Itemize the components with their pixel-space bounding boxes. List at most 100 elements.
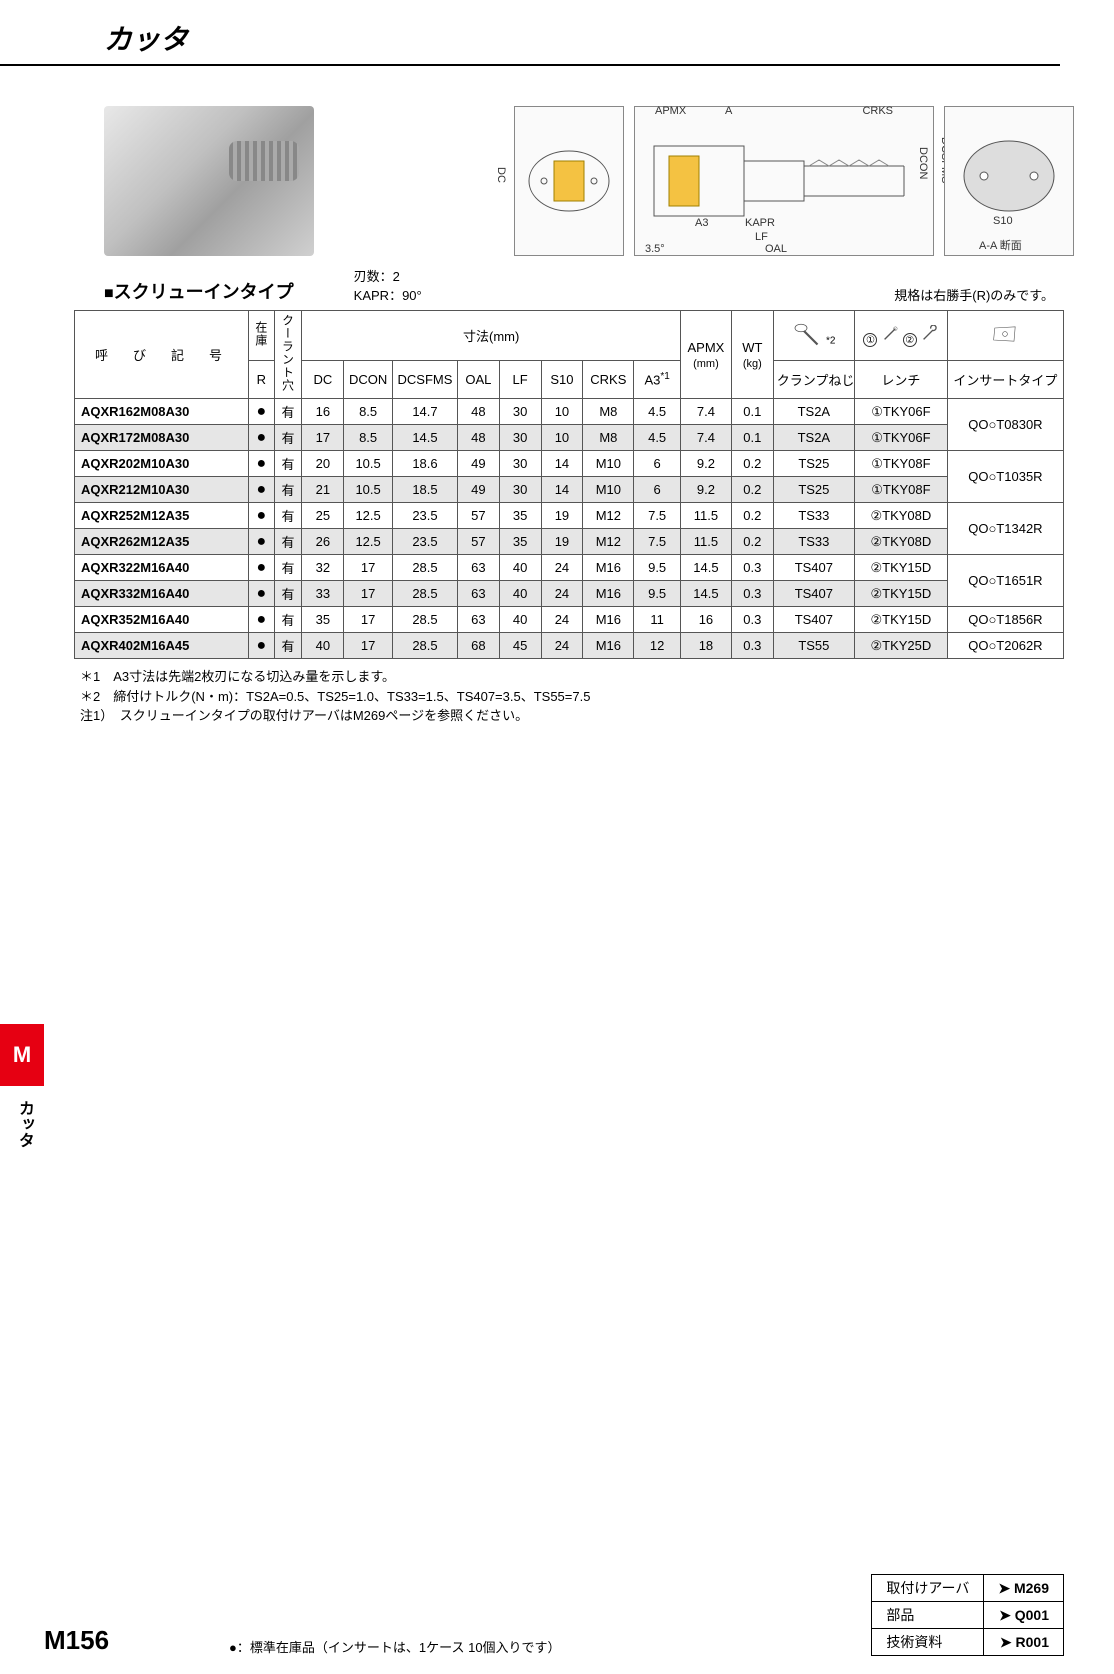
hdr-oal: OAL — [457, 361, 499, 399]
cell-oal: 63 — [457, 607, 499, 633]
cell-s10: 19 — [541, 503, 583, 529]
cell-dcon: 10.5 — [344, 451, 393, 477]
cell-crks: M12 — [583, 529, 634, 555]
cell-dcon: 17 — [344, 633, 393, 659]
hdr-dims: 寸法(mm) — [302, 311, 680, 361]
cell-lf: 45 — [499, 633, 541, 659]
ref-key: 技術資料 — [872, 1629, 984, 1656]
ref-key: 部品 — [872, 1602, 984, 1629]
cell-oal: 48 — [457, 425, 499, 451]
cell-apmx: 14.5 — [680, 581, 731, 607]
cell-wt: 0.2 — [731, 529, 773, 555]
cell-dcon: 12.5 — [344, 529, 393, 555]
cell-cool: 有 — [274, 607, 302, 633]
cell-clamp: TS55 — [773, 633, 854, 659]
label-oal: OAL — [765, 243, 787, 255]
cell-cool: 有 — [274, 451, 302, 477]
cell-r: ● — [249, 581, 275, 607]
table-row: AQXR262M12A35●有2612.523.5573519M127.511.… — [75, 529, 1064, 555]
cell-lf: 40 — [499, 581, 541, 607]
ref-val: ➤ Q001 — [984, 1602, 1064, 1629]
cell-cool: 有 — [274, 555, 302, 581]
diagram-section-view: S10 A-A 断面 — [944, 106, 1074, 256]
cell-dc: 26 — [302, 529, 344, 555]
table-row: AQXR402M16A45●有401728.5684524M1612180.3T… — [75, 633, 1064, 659]
cell-r: ● — [249, 633, 275, 659]
cell-r: ● — [249, 503, 275, 529]
cell-apmx: 18 — [680, 633, 731, 659]
table-header: 呼 び 記 号 在庫 クーラント穴 寸法(mm) APMX(mm) WT(kg)… — [75, 311, 1064, 399]
cell-crks: M8 — [583, 399, 634, 425]
hdr-dcsfms: DCSFMS — [392, 361, 457, 399]
cell-r: ● — [249, 425, 275, 451]
cell-s10: 14 — [541, 451, 583, 477]
cell-dcon: 17 — [344, 581, 393, 607]
footnote-3: 注1） スクリューインタイプの取付けアーバはM269ページを参照ください。 — [80, 706, 1064, 726]
cell-insert-type: QO○T1856R — [947, 607, 1063, 633]
cell-apmx: 14.5 — [680, 555, 731, 581]
cell-dc: 20 — [302, 451, 344, 477]
cell-wrench: ②TKY15D — [854, 607, 947, 633]
hdr-wrench-icon: ① ② — [854, 311, 947, 361]
cell-apmx: 7.4 — [680, 399, 731, 425]
cell-crks: M16 — [583, 607, 634, 633]
cell-apmx: 9.2 — [680, 477, 731, 503]
cell-crks: M12 — [583, 503, 634, 529]
cell-dc: 33 — [302, 581, 344, 607]
cell-s10: 24 — [541, 633, 583, 659]
spec-block: 刃数：2 KAPR：90° — [354, 266, 422, 304]
cell-r: ● — [249, 529, 275, 555]
cell-wt: 0.3 — [731, 581, 773, 607]
hdr-wrench: レンチ — [854, 361, 947, 399]
cell-a3: 9.5 — [634, 581, 681, 607]
cell-lf: 35 — [499, 529, 541, 555]
section-subtitle-text: スクリューインタイプ — [114, 282, 294, 302]
cell-name: AQXR162M08A30 — [75, 399, 249, 425]
hdr-lf: LF — [499, 361, 541, 399]
cell-name: AQXR202M10A30 — [75, 451, 249, 477]
cell-cool: 有 — [274, 633, 302, 659]
cell-s10: 24 — [541, 607, 583, 633]
label-kapr: KAPR — [745, 217, 775, 229]
cell-wrench: ②TKY15D — [854, 555, 947, 581]
cell-dcon: 8.5 — [344, 425, 393, 451]
hdr-r: R — [249, 361, 275, 399]
cell-wrench: ②TKY25D — [854, 633, 947, 659]
cell-dcon: 10.5 — [344, 477, 393, 503]
ref-row: 取付けアーバ➤ M269 — [872, 1575, 1064, 1602]
cell-dc: 21 — [302, 477, 344, 503]
cell-clamp: TS2A — [773, 425, 854, 451]
label-a3: A3 — [695, 217, 708, 229]
cell-r: ● — [249, 555, 275, 581]
label-s10: S10 — [993, 215, 1013, 227]
cell-cool: 有 — [274, 529, 302, 555]
hdr-insert: インサートタイプ — [947, 361, 1063, 399]
cell-a3: 4.5 — [634, 425, 681, 451]
product-photo — [104, 106, 314, 256]
cell-lf: 35 — [499, 503, 541, 529]
label-crks: CRKS — [862, 105, 893, 117]
label-dc: DC — [495, 167, 507, 183]
hdr-a3: A3*1 — [634, 361, 681, 399]
cell-s10: 10 — [541, 399, 583, 425]
reference-table: 取付けアーバ➤ M269 部品➤ Q001 技術資料➤ R001 — [871, 1574, 1064, 1656]
cell-s10: 14 — [541, 477, 583, 503]
ref-val: ➤ R001 — [984, 1629, 1064, 1656]
label-a: A — [725, 105, 732, 117]
cell-lf: 30 — [499, 451, 541, 477]
cell-dcsfms: 28.5 — [392, 581, 457, 607]
cell-dc: 40 — [302, 633, 344, 659]
cell-name: AQXR172M08A30 — [75, 425, 249, 451]
cell-r: ● — [249, 399, 275, 425]
cell-lf: 40 — [499, 607, 541, 633]
cell-apmx: 9.2 — [680, 451, 731, 477]
cell-dcsfms: 28.5 — [392, 607, 457, 633]
cell-a3: 11 — [634, 607, 681, 633]
cell-apmx: 16 — [680, 607, 731, 633]
cell-name: AQXR352M16A40 — [75, 607, 249, 633]
tech-diagrams: DC APMX A CRKS A3 KAPR LF OAL 3.5° DCON … — [344, 86, 1074, 256]
table-row: AQXR352M16A40●有351728.5634024M1611160.3T… — [75, 607, 1064, 633]
cell-oal: 57 — [457, 503, 499, 529]
hdr-wt: WT(kg) — [731, 311, 773, 399]
table-row: AQXR322M16A40●有321728.5634024M169.514.50… — [75, 555, 1064, 581]
